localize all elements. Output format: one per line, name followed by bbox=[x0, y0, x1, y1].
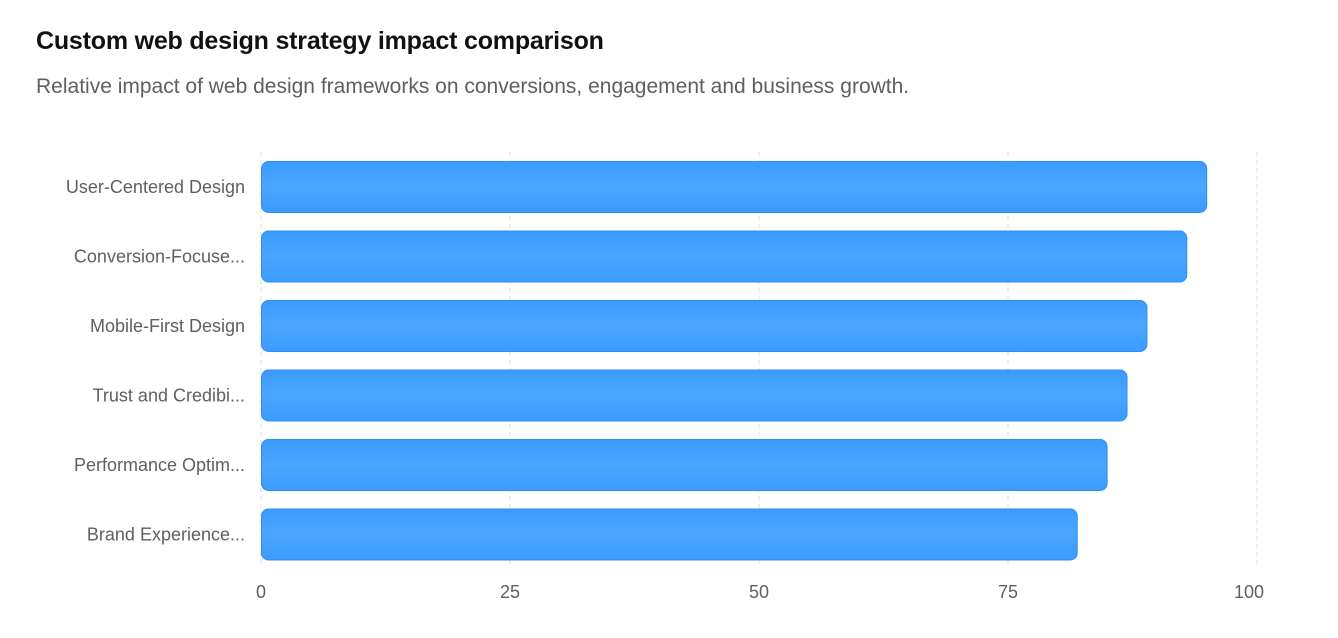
bar-1 bbox=[261, 161, 1208, 213]
category-label-1: User-Centered Design bbox=[66, 177, 245, 197]
category-label-4: Trust and Credibi... bbox=[93, 386, 245, 406]
category-label-5: Performance Optim... bbox=[74, 455, 245, 475]
bar-4 bbox=[261, 369, 1128, 422]
category-label-2: Conversion-Focuse... bbox=[74, 247, 245, 267]
chart-subtitle: Relative impact of web design frameworks… bbox=[36, 75, 910, 98]
chart-title: Custom web design strategy impact compar… bbox=[36, 27, 604, 55]
category-label-6: Brand Experience... bbox=[87, 525, 245, 545]
x-tick-label-50: 50 bbox=[749, 582, 769, 602]
x-tick-label-25: 25 bbox=[500, 582, 520, 602]
bar-2 bbox=[261, 230, 1188, 283]
x-tick-label-100: 100 bbox=[1234, 582, 1264, 602]
bar-6 bbox=[261, 508, 1078, 561]
bar-3 bbox=[261, 300, 1148, 352]
category-label-3: Mobile-First Design bbox=[90, 316, 245, 336]
bar-5 bbox=[261, 439, 1108, 491]
x-tick-label-75: 75 bbox=[998, 582, 1018, 602]
x-tick-label-0: 0 bbox=[256, 582, 266, 602]
